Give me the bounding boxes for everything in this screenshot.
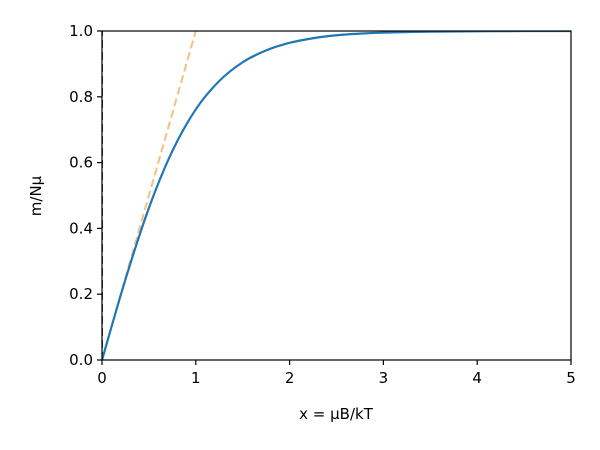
plot-area [101, 30, 572, 361]
x-tick-label-2: 2 [285, 369, 295, 387]
x-axis: 0 1 2 3 4 5 [97, 360, 576, 387]
x-tick-label-0: 0 [97, 369, 107, 387]
y-tick-label-5: 1.0 [69, 22, 93, 40]
y-axis: 0.0 0.2 0.4 0.6 0.8 1.0 [69, 22, 102, 369]
y-axis-label: m/Nμ [27, 175, 45, 216]
series-group [102, 31, 571, 360]
y-tick-label-4: 0.8 [69, 88, 93, 106]
y-tick-label-0: 0.0 [69, 351, 93, 369]
y-tick-label-3: 0.6 [69, 154, 93, 172]
series-line-1 [102, 31, 197, 360]
x-tick-label-3: 3 [379, 369, 389, 387]
x-tick-label-4: 4 [472, 369, 482, 387]
series-line-0 [102, 31, 571, 360]
y-tick-label-2: 0.4 [69, 219, 93, 237]
x-tick-label-5: 5 [566, 369, 576, 387]
x-tick-label-1: 1 [191, 369, 201, 387]
plot-frame [101, 30, 572, 361]
y-tick-label-1: 0.2 [69, 285, 93, 303]
x-axis-label: x = μB/kT [299, 405, 374, 423]
